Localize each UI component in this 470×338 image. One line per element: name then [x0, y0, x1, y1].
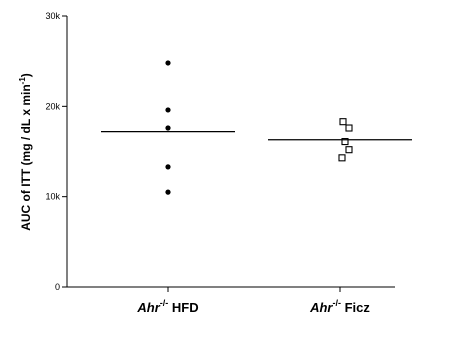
data-point [165, 189, 171, 195]
data-point [165, 125, 171, 131]
x-ticks: Ahr-/- HFD Ahr-/- Ficz [136, 287, 370, 315]
data-points [165, 60, 353, 195]
category-treatment: Ficz [341, 300, 370, 315]
svg-text:AUC of ITT (mg / dL x min-1): AUC of ITT (mg / dL x min-1) [18, 73, 33, 231]
mean-lines [101, 131, 412, 141]
y-tick-label: 20k [45, 101, 60, 111]
category-treatment: HFD [168, 300, 198, 315]
category-gene: Ahr [136, 300, 160, 315]
y-tick-label: 30k [45, 11, 60, 21]
y-tick-label: 0 [55, 282, 60, 292]
y-axis-label-superscript: -1 [18, 77, 27, 85]
data-point [345, 124, 353, 132]
data-point [165, 164, 171, 170]
category-gene: Ahr [309, 300, 333, 315]
data-point [345, 146, 353, 154]
y-axis-label: AUC of ITT (mg / dL x min-1) [18, 73, 33, 231]
category-genotype-superscript: -/- [160, 298, 169, 308]
y-ticks: 0 10k 20k 30k [45, 11, 67, 292]
data-point [339, 118, 347, 126]
category-genotype-superscript: -/- [332, 298, 341, 308]
x-category-label: Ahr-/- HFD [136, 298, 198, 315]
data-point [341, 138, 349, 146]
data-point [165, 60, 171, 66]
y-axis-label-text: AUC of ITT (mg / dL x min [19, 84, 33, 230]
y-axis: 0 10k 20k 30k [45, 11, 68, 292]
x-category-label: Ahr-/- Ficz [309, 298, 370, 315]
y-axis-label-suffix: ) [19, 73, 33, 77]
data-point [165, 107, 171, 113]
y-tick-label: 10k [45, 192, 60, 202]
x-axis: Ahr-/- HFD Ahr-/- Ficz [67, 286, 395, 315]
data-point [338, 154, 346, 162]
